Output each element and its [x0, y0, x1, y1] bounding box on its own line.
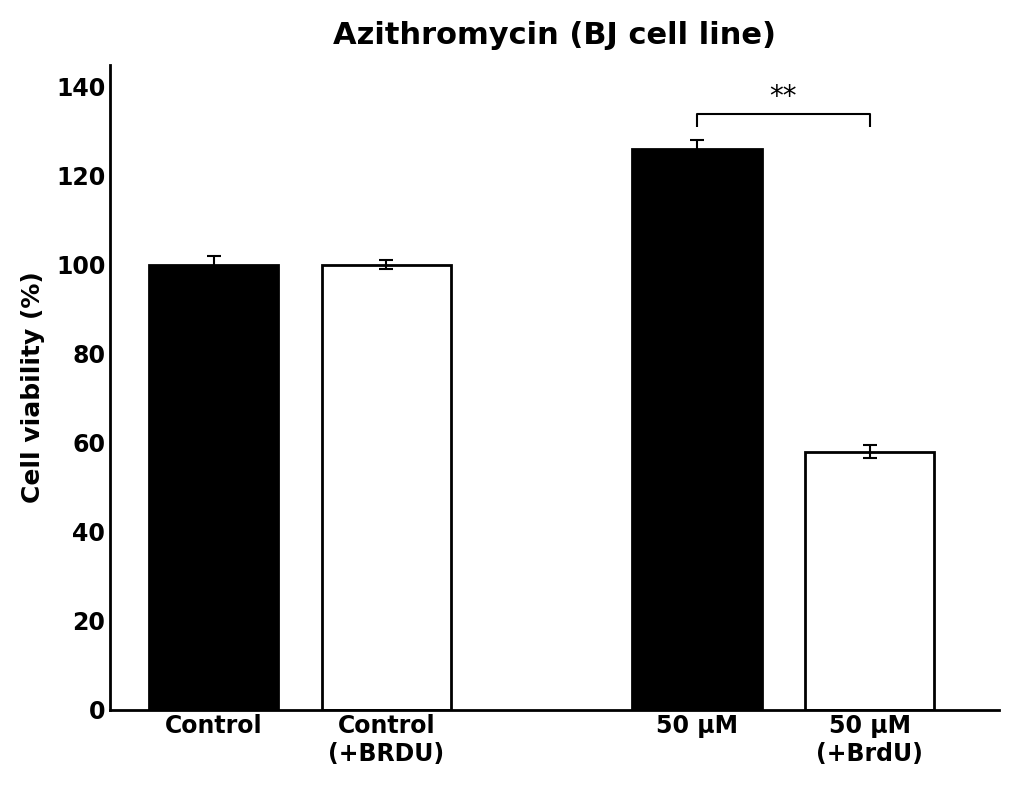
Bar: [149, 264, 278, 710]
Text: **: **: [769, 83, 797, 112]
Title: Azithromycin (BJ cell line): Azithromycin (BJ cell line): [333, 20, 775, 50]
Bar: [632, 150, 761, 710]
Bar: [321, 264, 450, 710]
Bar: [804, 452, 933, 710]
Y-axis label: Cell viability (%): Cell viability (%): [20, 272, 45, 503]
